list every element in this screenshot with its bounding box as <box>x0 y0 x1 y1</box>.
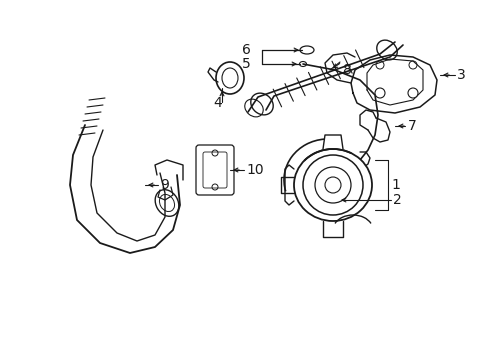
Ellipse shape <box>216 62 244 94</box>
Text: 6: 6 <box>242 43 250 57</box>
Ellipse shape <box>293 149 371 221</box>
FancyBboxPatch shape <box>196 145 234 195</box>
Text: 3: 3 <box>456 68 465 82</box>
Text: 1: 1 <box>390 178 399 192</box>
Text: 7: 7 <box>407 119 416 133</box>
Text: 8: 8 <box>342 63 351 77</box>
Circle shape <box>374 88 384 98</box>
Text: 2: 2 <box>392 193 401 207</box>
Text: 5: 5 <box>242 57 250 71</box>
Text: 4: 4 <box>213 96 222 110</box>
Text: 9: 9 <box>160 178 168 192</box>
Circle shape <box>407 88 417 98</box>
Text: 10: 10 <box>245 163 263 177</box>
